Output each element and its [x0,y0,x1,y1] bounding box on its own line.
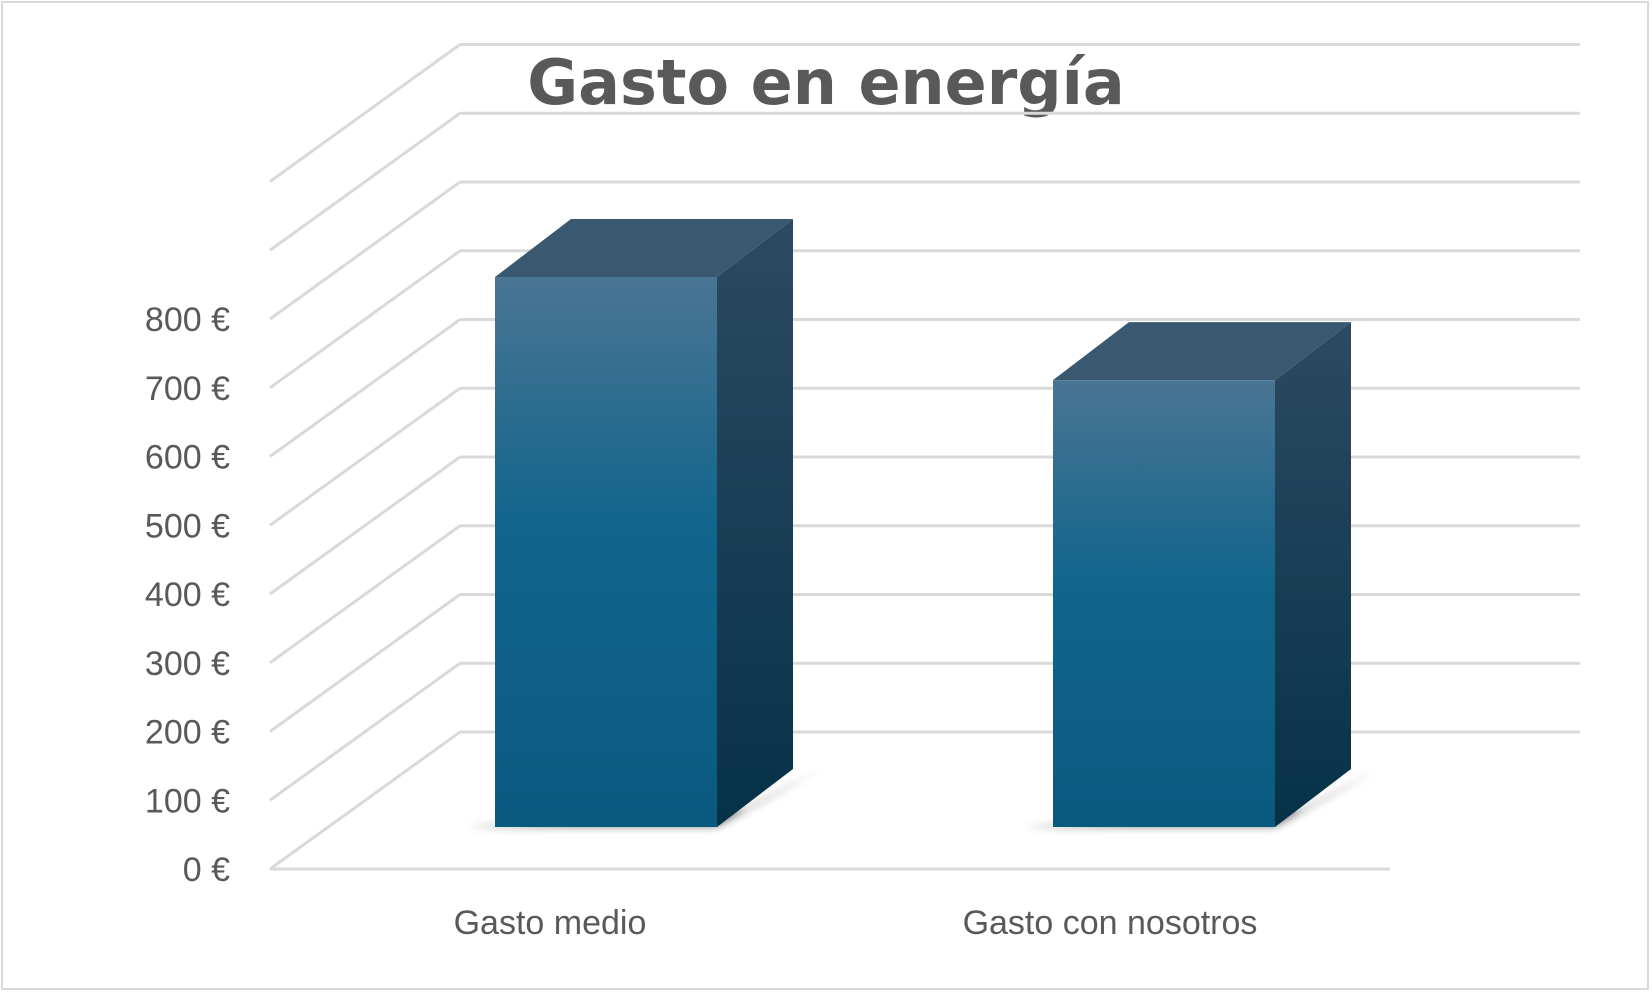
y-tick-label: 600 € [145,439,230,477]
gridline-side [269,593,461,733]
y-tick-label: 0 € [183,851,230,889]
bar-top-face [495,219,793,277]
gridlines [269,43,1580,871]
bar-side-face [1275,322,1351,827]
y-tick-label: 100 € [145,782,230,820]
bar-front-face [495,277,717,827]
x-category-label: Gasto medio [454,904,647,942]
bars [467,219,1379,827]
bar-side-face [717,219,793,827]
bar-1 [467,219,821,827]
gridline-side [269,318,461,458]
chart-title: Gasto en energía [527,46,1125,119]
gridline-side [269,662,461,802]
gridline-side [269,43,461,183]
y-tick-label: 500 € [145,507,230,545]
x-axis-categories: Gasto medio Gasto con nosotros [454,904,1258,942]
y-tick-label: 300 € [145,645,230,683]
bar-2 [1025,322,1379,827]
gridline-side [269,180,461,321]
gridline-side [269,524,461,664]
gridline-side [269,455,461,596]
gridline-side [269,730,461,871]
gridline-side [269,249,461,389]
bar-front-face [1053,380,1275,827]
y-tick-label: 700 € [145,370,230,408]
y-tick-label: 800 € [145,301,230,339]
y-tick-label: 200 € [145,714,230,752]
y-axis-ticks: 0 € 100 € 200 € 300 € 400 € 500 € 600 € 700 € 80… [145,301,230,889]
y-tick-label: 400 € [145,576,230,614]
gridline-side [269,112,461,252]
bar-top-face [1053,322,1351,381]
x-category-label: Gasto con nosotros [963,904,1258,942]
gridline-side [269,387,461,527]
